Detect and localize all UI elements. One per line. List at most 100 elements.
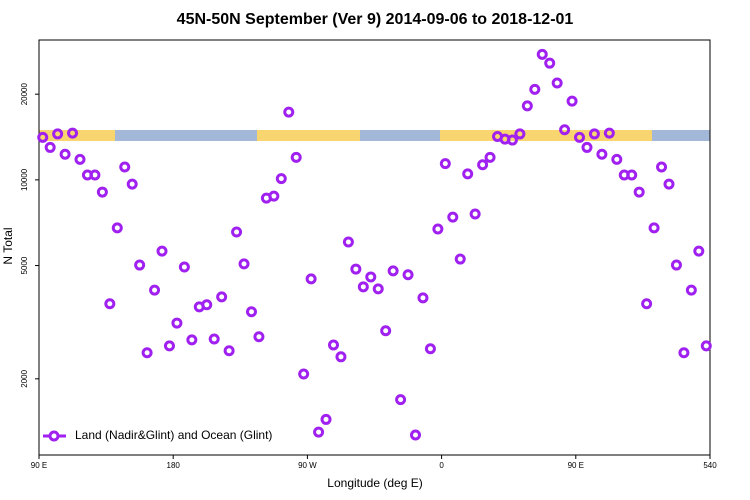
point [268, 190, 280, 202]
point [126, 178, 138, 190]
point [37, 131, 49, 143]
point [141, 347, 153, 359]
point [216, 291, 228, 303]
point [395, 394, 407, 406]
point [477, 159, 489, 171]
point [357, 281, 369, 293]
point [342, 236, 354, 248]
ocean-band [360, 130, 440, 141]
land-ocean-strip [39, 130, 710, 141]
point [424, 343, 436, 355]
point [380, 325, 392, 337]
point [656, 161, 668, 173]
point [178, 261, 190, 273]
x-tick-label: 90 W [298, 461, 317, 470]
point [432, 223, 444, 235]
point [469, 208, 481, 220]
x-tick-label: 180 [167, 461, 181, 470]
point [335, 351, 347, 363]
legend-marker [48, 430, 60, 442]
y-tick-label: 10000 [20, 168, 29, 191]
point [171, 317, 183, 329]
point [462, 168, 474, 180]
point [641, 298, 653, 310]
x-tick-label: 90 E [31, 461, 47, 470]
point [410, 429, 422, 441]
point [238, 258, 250, 270]
point [44, 141, 56, 153]
y-tick-label: 5000 [20, 256, 29, 274]
ocean-band [652, 130, 710, 141]
point [365, 271, 377, 283]
point [521, 100, 533, 112]
point [186, 334, 198, 346]
point [588, 128, 600, 140]
point [59, 148, 71, 160]
point [417, 292, 429, 304]
point [700, 340, 712, 352]
point [119, 161, 131, 173]
point [111, 222, 123, 234]
point [350, 263, 362, 275]
plot-frame [38, 39, 711, 456]
point [611, 153, 623, 165]
legend-label: Land (Nadir&Glint) and Ocean (Glint) [75, 428, 272, 442]
point [96, 186, 108, 198]
point [506, 134, 518, 146]
point [52, 128, 64, 140]
point [551, 77, 563, 89]
point [320, 413, 332, 425]
point [685, 284, 697, 296]
point [678, 347, 690, 359]
land-band [257, 130, 360, 141]
y-axis-label: N Total [1, 227, 15, 264]
point [149, 284, 161, 296]
point [327, 339, 339, 351]
point [581, 141, 593, 153]
land-band [440, 130, 652, 141]
point [566, 95, 578, 107]
point [163, 340, 175, 352]
point [208, 333, 220, 345]
point [439, 158, 451, 170]
point [626, 169, 638, 181]
point [454, 253, 466, 265]
x-tick-label: 540 [703, 461, 717, 470]
x-tick-label: 0 [439, 461, 444, 470]
point [574, 131, 586, 143]
point [104, 298, 116, 310]
point [283, 106, 295, 118]
point [670, 259, 682, 271]
chart-title: 45N-50N September (Ver 9) 2014-09-06 to … [177, 11, 574, 28]
point [298, 368, 310, 380]
point [648, 222, 660, 234]
point [693, 245, 705, 257]
point [313, 426, 325, 438]
point [536, 48, 548, 60]
point [529, 83, 541, 95]
point [201, 299, 213, 311]
point [484, 151, 496, 163]
point [290, 151, 302, 163]
point [67, 127, 79, 139]
point [633, 186, 645, 198]
x-tick-label: 90 E [568, 461, 584, 470]
point [663, 178, 675, 190]
point [544, 57, 556, 69]
point [305, 273, 317, 285]
point [372, 283, 384, 295]
point [596, 148, 608, 160]
y-tick-label: 20000 [20, 83, 29, 106]
point [514, 128, 526, 140]
point [231, 226, 243, 238]
point [275, 173, 287, 185]
point [74, 153, 86, 165]
point [603, 127, 615, 139]
point [223, 345, 235, 357]
point [253, 331, 265, 343]
point [245, 306, 257, 318]
point [89, 169, 101, 181]
point [156, 245, 168, 257]
y-tick-label: 2000 [20, 369, 29, 387]
